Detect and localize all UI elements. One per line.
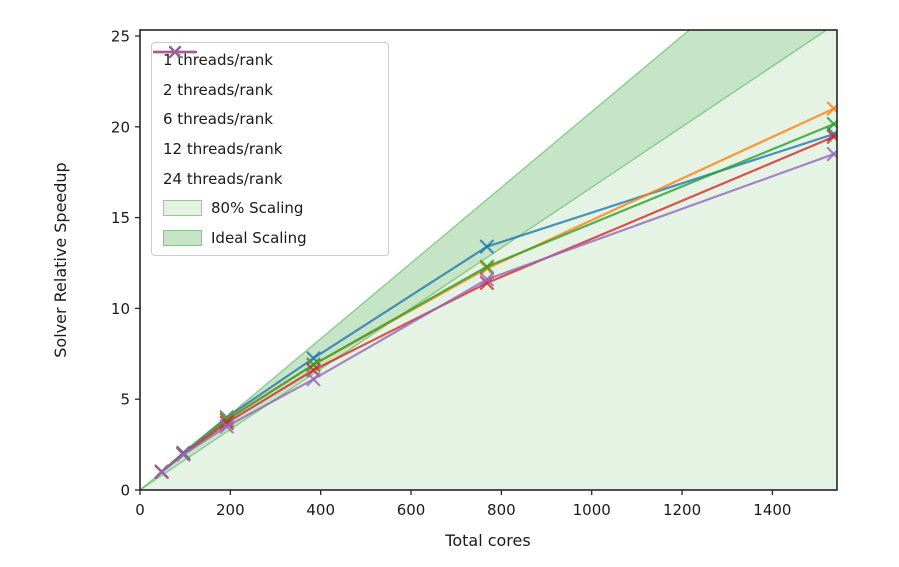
marker-x-icon (219, 412, 234, 428)
marker-x-icon (479, 272, 495, 287)
legend-label: Ideal Scaling (211, 228, 307, 247)
axes-spines (139, 29, 838, 491)
marker-x-icon (219, 415, 234, 430)
marker-x-icon (826, 149, 837, 162)
x-axis-label: Total cores (444, 531, 530, 550)
region-edge-ideal-scaling (140, 30, 691, 490)
marker-x-icon (176, 447, 191, 462)
x-tick-label: 1400 (753, 501, 791, 519)
legend-item-24-threads-rank: 24 threads/rank (152, 45, 377, 188)
y-tick-label: 15 (111, 209, 130, 227)
marker-x-icon (306, 357, 321, 372)
y-axis-label: Solver Relative Speedup (51, 162, 70, 357)
plot-region (140, 30, 837, 490)
x-tick-label: 1200 (663, 501, 701, 519)
marker-x-icon (306, 351, 321, 366)
legend-label: 24 threads/rank (163, 169, 283, 188)
region-80-scaling (140, 30, 837, 490)
legend-item-80-scaling: 80% Scaling (163, 199, 377, 217)
marker-x-icon (826, 119, 837, 132)
x-tick-label: 600 (397, 501, 426, 519)
legend-item-6-threads-rank: 6 threads/rank (152, 45, 377, 129)
legend-patch-sample-icon (163, 229, 202, 246)
marker-x-icon (826, 132, 837, 144)
legend-item-2-threads-rank: 2 threads/rank (152, 45, 377, 99)
legend-item-12-threads-rank: 12 threads/rank (152, 45, 377, 158)
marker-x-icon (219, 419, 234, 434)
legend-label: 2 threads/rank (163, 80, 273, 99)
plot-area: 0 200 400 600 800 1000 1200 1400 0 5 10 15 20 25 (111, 27, 838, 519)
legend-patch-sample-icon (163, 200, 202, 217)
series-24-threads-rank (154, 146, 837, 479)
marker-x-icon (479, 259, 495, 274)
legend-line-sample-icon (152, 45, 198, 59)
marker-x-icon (154, 464, 169, 479)
x-tick-label: 800 (487, 501, 516, 519)
x-tick-label: 1000 (573, 501, 611, 519)
legend: 1 threads/rank 2 threads/rank 6 threads/ra… (151, 42, 389, 256)
region-ideal-scaling (140, 30, 827, 490)
legend-label: 80% Scaling (211, 199, 304, 218)
legend-label: 6 threads/rank (163, 110, 273, 129)
x-tick-label: 0 (135, 501, 145, 519)
marker-x-icon (306, 372, 321, 387)
marker-x-icon (479, 239, 495, 254)
y-tick-label: 5 (120, 391, 130, 409)
x-tick-label: 400 (306, 501, 335, 519)
y-tick-label: 20 (111, 118, 130, 136)
marker-x-icon (826, 103, 837, 116)
region-edge-80-scaling (140, 30, 828, 490)
legend-label: 12 threads/rank (163, 139, 283, 158)
y-tick-label: 25 (111, 27, 130, 45)
legend-item-ideal-scaling: Ideal Scaling (163, 229, 377, 247)
y-tick-label: 10 (111, 300, 130, 318)
y-tick-label: 0 (120, 482, 130, 500)
legend-label: 1 threads/rank (163, 51, 273, 69)
x-tick-label: 200 (216, 501, 245, 519)
